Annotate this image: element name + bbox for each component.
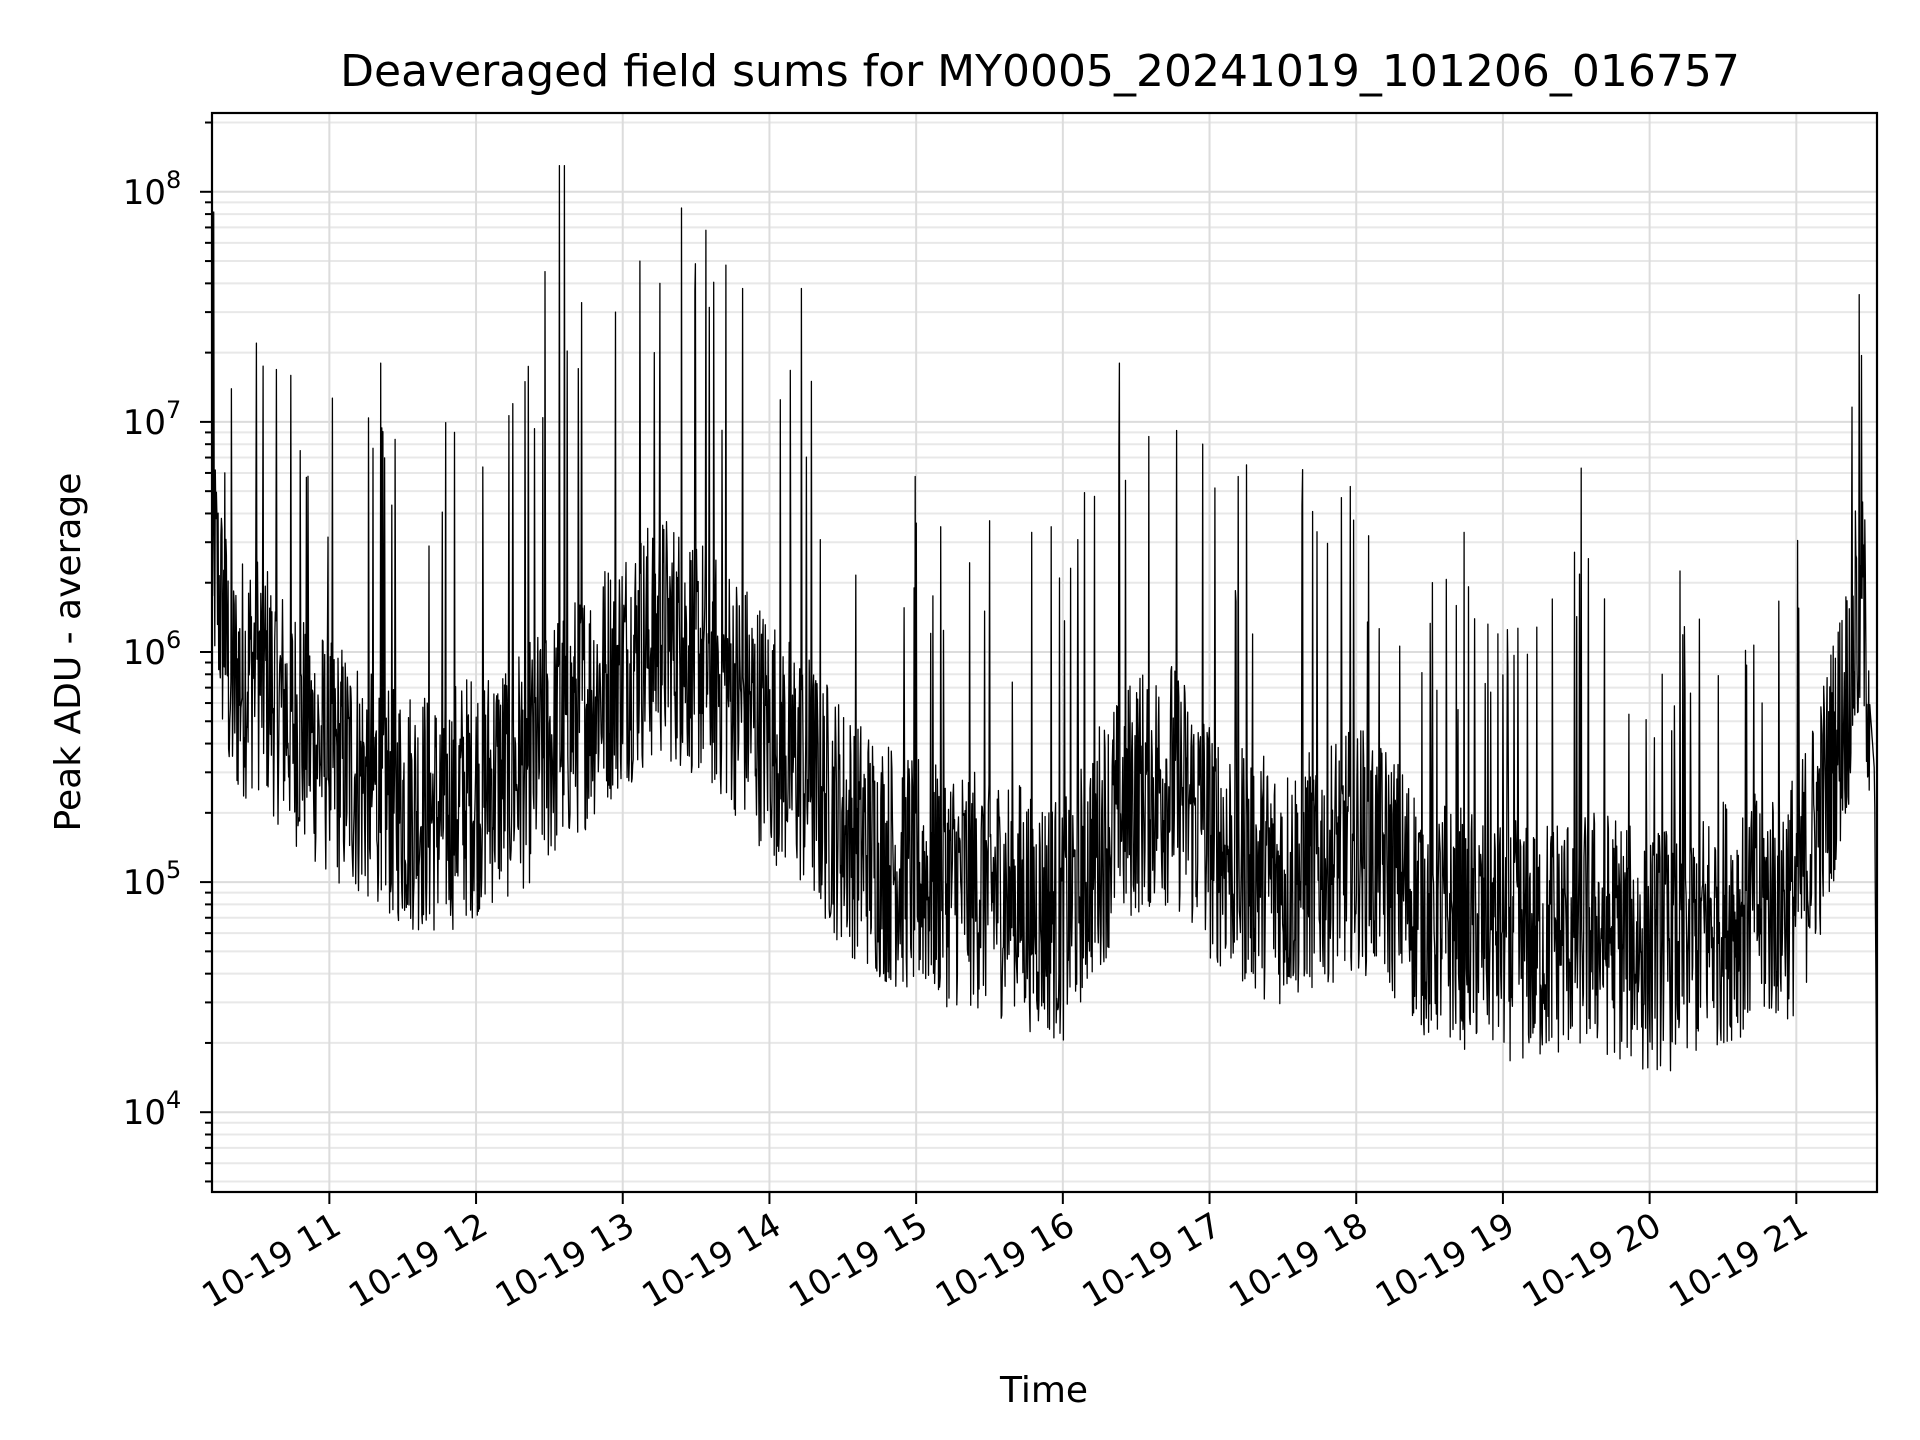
plot-area [211, 164, 1878, 1148]
y-axis-label: Peak ADU - average [48, 473, 89, 832]
x-tick-label: 10-19 20 [1516, 1205, 1668, 1316]
y-tick-label: 107 [123, 396, 182, 443]
y-tick-base: 10 [123, 1093, 166, 1133]
y-tick-label: 104 [123, 1086, 182, 1133]
x-tick-label: 10-19 14 [636, 1205, 788, 1316]
chart-title: Deaveraged field sums for MY0005_2024101… [340, 46, 1740, 97]
x-tick-label: 10-19 11 [195, 1205, 347, 1316]
y-tick-exponent: 4 [166, 1086, 181, 1114]
x-tick-label: 10-19 18 [1222, 1205, 1374, 1316]
y-tick-base: 10 [123, 403, 166, 443]
x-tick-label: 10-19 17 [1076, 1205, 1228, 1316]
y-tick-exponent: 5 [166, 856, 181, 884]
y-tick-label: 105 [123, 856, 182, 903]
series-line [211, 164, 1878, 1148]
y-tick-base: 10 [123, 863, 166, 903]
x-tick-label: 10-19 13 [489, 1205, 641, 1316]
y-tick-exponent: 7 [166, 396, 181, 424]
y-tick-label: 108 [123, 166, 182, 213]
x-tick-label: 10-19 19 [1369, 1205, 1521, 1316]
y-tick-label: 106 [123, 626, 182, 673]
y-tick-base: 10 [123, 173, 166, 213]
x-tick-label: 10-19 21 [1662, 1205, 1814, 1316]
x-axis-label: Time [999, 1370, 1088, 1411]
x-tick-label: 10-19 15 [782, 1205, 934, 1316]
y-tick-exponent: 6 [166, 626, 181, 654]
y-tick-base: 10 [123, 633, 166, 673]
y-tick-exponent: 8 [166, 166, 181, 194]
x-tick-label: 10-19 12 [342, 1205, 494, 1316]
x-tick-label: 10-19 16 [929, 1205, 1081, 1316]
